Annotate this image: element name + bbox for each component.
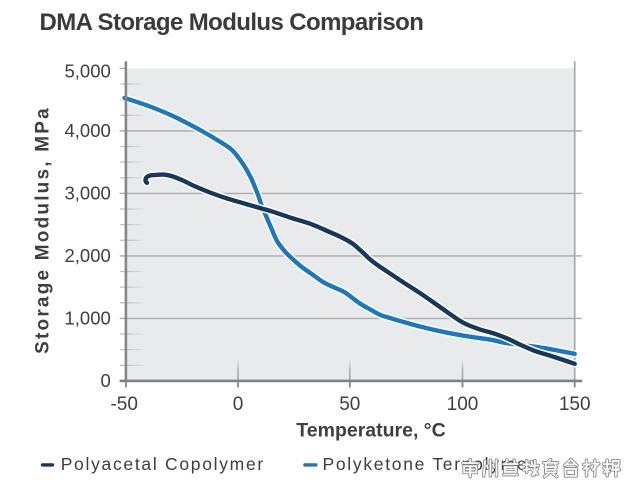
svg-text:3,000: 3,000: [65, 183, 111, 204]
svg-text:-50: -50: [110, 394, 137, 415]
svg-text:1,000: 1,000: [65, 308, 111, 329]
svg-text:0: 0: [233, 394, 244, 415]
svg-text:Polyacetal Copolymer: Polyacetal Copolymer: [61, 454, 265, 474]
svg-text:Temperature, °C: Temperature, °C: [296, 420, 445, 442]
svg-text:150: 150: [559, 394, 591, 415]
svg-text:100: 100: [447, 394, 479, 415]
svg-text:0: 0: [101, 370, 111, 391]
svg-text:Polyketone Terpolymer: Polyketone Terpolymer: [323, 454, 536, 474]
svg-text:DMA Storage Modulus Comparison: DMA Storage Modulus Comparison: [40, 9, 424, 36]
svg-text:Storage Modulus, MPa: Storage Modulus, MPa: [33, 106, 54, 354]
svg-text:2,000: 2,000: [65, 245, 111, 266]
svg-text:4,000: 4,000: [65, 120, 111, 141]
svg-text:50: 50: [339, 394, 360, 415]
svg-text:5,000: 5,000: [65, 61, 111, 82]
